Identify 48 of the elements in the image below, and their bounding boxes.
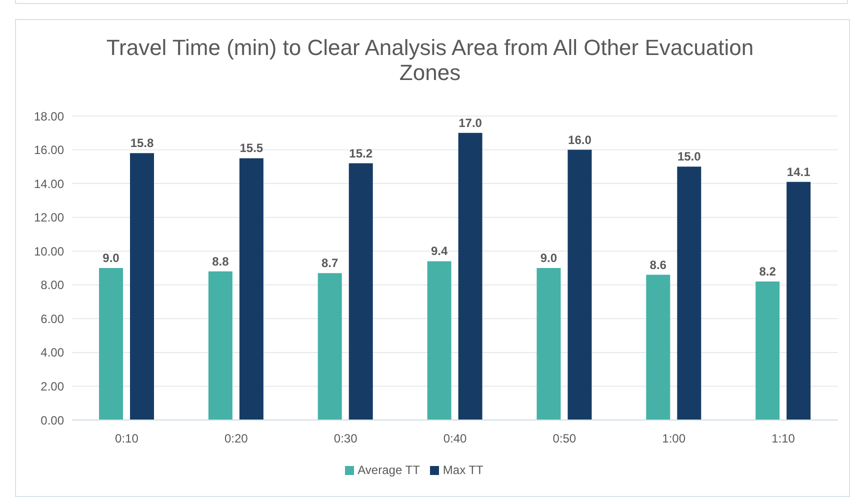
data-label: 14.1: [786, 164, 811, 179]
bar: [318, 273, 342, 420]
data-label: 9.0: [102, 251, 120, 265]
bar: [348, 163, 373, 420]
bar: [786, 182, 811, 420]
bar: [427, 261, 452, 420]
bar: [568, 150, 592, 420]
data-label: 17.0: [458, 116, 482, 130]
bar: [130, 153, 154, 420]
data-label: 8.6: [650, 258, 667, 272]
y-tick-label: 12.00: [34, 210, 64, 225]
y-tick-label: 4.00: [40, 346, 64, 360]
legend-label: Max TT: [442, 463, 484, 477]
data-label: 8.7: [322, 256, 339, 270]
bar: [208, 271, 232, 420]
data-label: 15.8: [130, 136, 154, 150]
y-tick-label: 2.00: [40, 379, 64, 394]
bar: [458, 132, 482, 420]
y-tick-label: 16.00: [34, 143, 64, 158]
legend-label: Average TT: [358, 463, 420, 477]
x-tick-label: 0:40: [443, 432, 467, 446]
data-label: 8.2: [759, 264, 776, 279]
data-label: 15.0: [677, 150, 702, 164]
x-tick-label: 0:20: [224, 432, 248, 446]
data-label: 16.0: [568, 132, 592, 147]
bar: [239, 158, 264, 420]
bar: [646, 274, 670, 420]
bar: [756, 282, 780, 420]
x-tick-label: 0:10: [115, 432, 139, 446]
data-label: 9.0: [540, 251, 558, 265]
data-label: 8.8: [212, 254, 230, 268]
x-tick-label: 0:50: [552, 432, 576, 446]
chart-title: Travel Time (min) to Clear Analysis Area from All Other Evacuation Zones: [105, 35, 755, 85]
bar: [536, 268, 561, 420]
bar: [677, 166, 702, 420]
y-tick-label: 14.00: [34, 176, 64, 191]
data-label: 15.2: [349, 146, 373, 160]
x-tick-label: 0:30: [334, 432, 358, 446]
y-tick-label: 10.00: [34, 244, 64, 258]
y-tick-label: 0.00: [40, 413, 64, 428]
x-tick-label: 1:10: [772, 432, 796, 446]
y-tick-label: 18.00: [34, 109, 64, 124]
y-tick-label: 8.00: [40, 278, 64, 292]
x-tick-label: 1:00: [662, 432, 686, 446]
data-label: 15.5: [240, 141, 264, 156]
data-label: 9.4: [430, 244, 448, 258]
bar: [99, 268, 123, 420]
y-tick-label: 6.00: [40, 312, 64, 326]
